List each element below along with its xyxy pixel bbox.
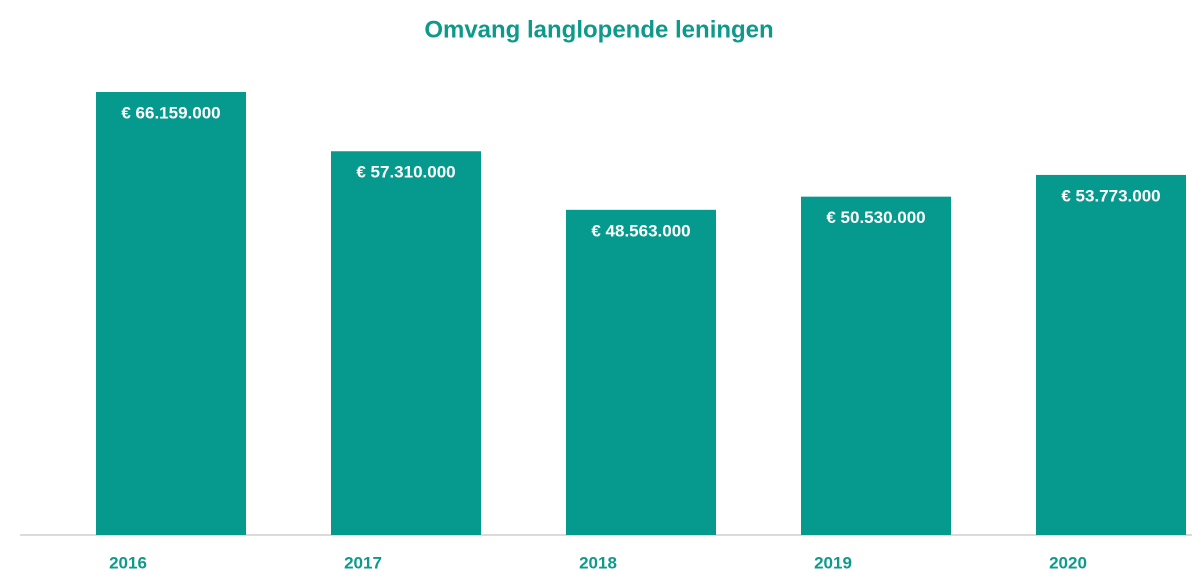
value-label: € 66.159.000 <box>121 103 220 122</box>
x-tick-label: 2017 <box>344 553 382 572</box>
bar <box>1036 174 1186 536</box>
bar <box>801 196 951 536</box>
chart-title: Omvang langlopende leningen <box>424 16 773 43</box>
value-label: € 48.563.000 <box>591 221 690 240</box>
x-tick-label: 2018 <box>579 553 617 572</box>
bar <box>96 92 246 535</box>
x-tick-label: 2020 <box>1049 553 1087 572</box>
x-tick-label: 2016 <box>109 553 147 572</box>
bar <box>331 151 481 535</box>
value-label: € 53.773.000 <box>1061 186 1160 205</box>
bar <box>566 209 716 535</box>
value-label: € 50.530.000 <box>826 208 925 227</box>
x-tick-label: 2019 <box>814 553 852 572</box>
value-label: € 57.310.000 <box>356 163 455 182</box>
